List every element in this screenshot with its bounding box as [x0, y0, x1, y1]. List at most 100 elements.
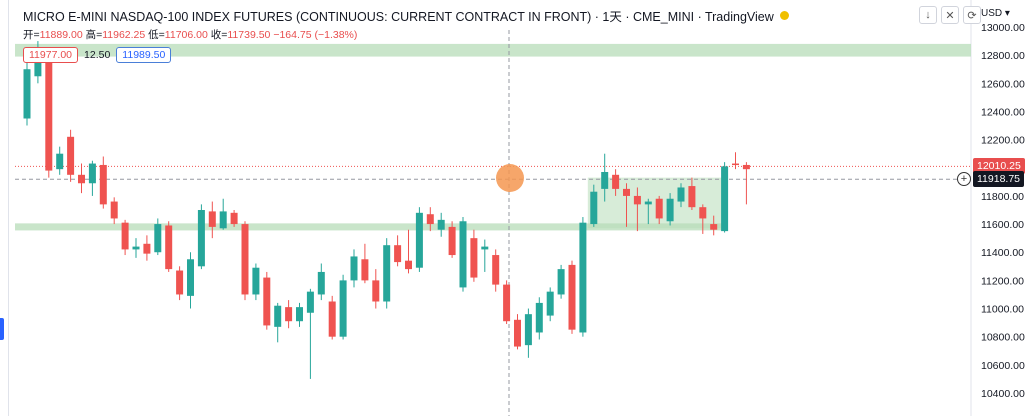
- candle-body: [339, 280, 347, 337]
- currency-label: USD: [981, 8, 1003, 19]
- candle-body: [56, 153, 64, 170]
- arrow-down-icon[interactable]: ↓: [919, 6, 937, 24]
- candle-body: [230, 212, 238, 225]
- chart-title-row: MICRO E-MINI NASDAQ-100 INDEX FUTURES (C…: [23, 6, 789, 25]
- low-value: 11706.00: [164, 29, 208, 41]
- mouse-cursor-highlight: [496, 164, 524, 192]
- market-status-dot-icon: [779, 11, 789, 20]
- candle-body: [132, 246, 140, 250]
- candle-body: [317, 271, 325, 295]
- price-axis-label: 11000.00: [981, 304, 1024, 316]
- candle-body: [623, 188, 630, 196]
- price-axis-label: 10800.00: [981, 332, 1025, 344]
- candle-body: [437, 219, 445, 230]
- candle-body: [296, 307, 303, 322]
- candle-body: [459, 221, 467, 288]
- price-axis-label: 11600.00: [981, 219, 1024, 231]
- candle-body: [721, 166, 729, 232]
- candle-body: [524, 314, 532, 346]
- candle-body: [688, 186, 696, 208]
- candle-body: [197, 210, 205, 267]
- candle-body: [470, 238, 478, 278]
- change-value: −164.75 (−1.38%): [273, 29, 358, 41]
- candle-body: [394, 245, 402, 263]
- price-axis-label: 12800.00: [981, 50, 1025, 62]
- price-axis-label: 11800.00: [981, 191, 1024, 203]
- candle-body: [666, 198, 674, 222]
- close-icon[interactable]: ✕: [941, 6, 959, 24]
- candlestick-chart[interactable]: 13000.00 12800.00 12600.00 12400.00 12200.00…: [9, 0, 1031, 416]
- candle-body: [644, 201, 652, 205]
- open-value: 11889.00: [39, 29, 83, 41]
- price-axis-label: 11400.00: [981, 247, 1024, 259]
- add-alert-plus-icon[interactable]: +: [957, 172, 971, 186]
- candle-body: [710, 224, 718, 230]
- last-price-tag: 12010.25: [973, 158, 1025, 174]
- candle-body: [535, 302, 543, 333]
- price-axis-label: 12400.00: [981, 106, 1025, 118]
- candle-body: [557, 269, 565, 295]
- candle-body: [187, 259, 194, 296]
- candle-body: [219, 211, 227, 229]
- support-resistance-zone-1: [15, 223, 722, 231]
- candle-body: [274, 305, 282, 327]
- currency-selector[interactable]: USD ▾: [981, 8, 1010, 19]
- candle-body: [514, 319, 521, 347]
- candle-body: [481, 246, 489, 250]
- candle-body: [405, 260, 412, 270]
- candle-body: [67, 136, 75, 175]
- candle-body: [612, 174, 620, 189]
- chart-title: MICRO E-MINI NASDAQ-100 INDEX FUTURES (C…: [23, 10, 774, 24]
- candle-body: [546, 291, 554, 316]
- candle-body: [732, 163, 739, 166]
- price-axis-label: 10600.00: [981, 360, 1025, 372]
- candle-body: [699, 207, 707, 219]
- candle-body: [306, 291, 314, 313]
- candle-body: [372, 280, 380, 302]
- open-label: 开=: [23, 29, 40, 41]
- candle-body: [88, 163, 96, 184]
- candle-body: [492, 255, 500, 285]
- candle-body: [121, 222, 129, 250]
- price-axis-label: 11200.00: [981, 275, 1024, 287]
- candle-body: [350, 256, 358, 281]
- candle-body: [633, 195, 641, 205]
- high-value: 11962.25: [102, 29, 146, 41]
- candle-body: [415, 212, 423, 268]
- candle-body: [601, 171, 609, 189]
- candle-body: [579, 222, 587, 333]
- candle-body: [285, 307, 293, 322]
- candle-body: [154, 224, 162, 253]
- candle-body: [99, 164, 107, 205]
- price-axis-label: 12200.00: [981, 135, 1025, 147]
- candle-body: [176, 270, 184, 295]
- candle-body: [361, 259, 369, 281]
- high-label: 高=: [85, 29, 103, 41]
- ohlc-legend: 开=11889.00 高=11962.25 低=11706.00 收=11739…: [23, 27, 357, 42]
- candle-body: [568, 264, 576, 330]
- support-resistance-zone-2: [587, 177, 722, 229]
- cursor-price-tag: 11918.75: [973, 171, 1025, 187]
- candle-body: [110, 201, 118, 219]
- candle-body: [655, 198, 663, 219]
- candle-body: [677, 187, 685, 202]
- bid-button[interactable]: 11977.00: [23, 47, 79, 63]
- chart-area[interactable]: 13000.00 12800.00 12600.00 12400.00 12200.00…: [9, 0, 1031, 416]
- chart-window-tools: ↓ ✕ ⟳: [919, 6, 981, 24]
- candle-body: [590, 191, 598, 225]
- ask-button[interactable]: 11989.50: [116, 47, 172, 63]
- candle-body: [241, 224, 249, 295]
- candle-body: [503, 284, 511, 322]
- close-value: 11739.50: [227, 29, 271, 41]
- candle-body: [742, 164, 750, 170]
- close-label: 收=: [210, 29, 228, 41]
- candle-body: [426, 214, 434, 225]
- price-axis-label: 10400.00: [981, 388, 1025, 400]
- candle-body: [143, 243, 151, 254]
- price-axis-label: 13000.00: [981, 22, 1025, 34]
- price-axis-label: 12600.00: [981, 78, 1025, 90]
- refresh-icon[interactable]: ⟳: [963, 6, 981, 24]
- left-toolbar-active-marker[interactable]: [0, 318, 4, 340]
- candle-body: [78, 174, 85, 184]
- candle-body: [328, 301, 336, 337]
